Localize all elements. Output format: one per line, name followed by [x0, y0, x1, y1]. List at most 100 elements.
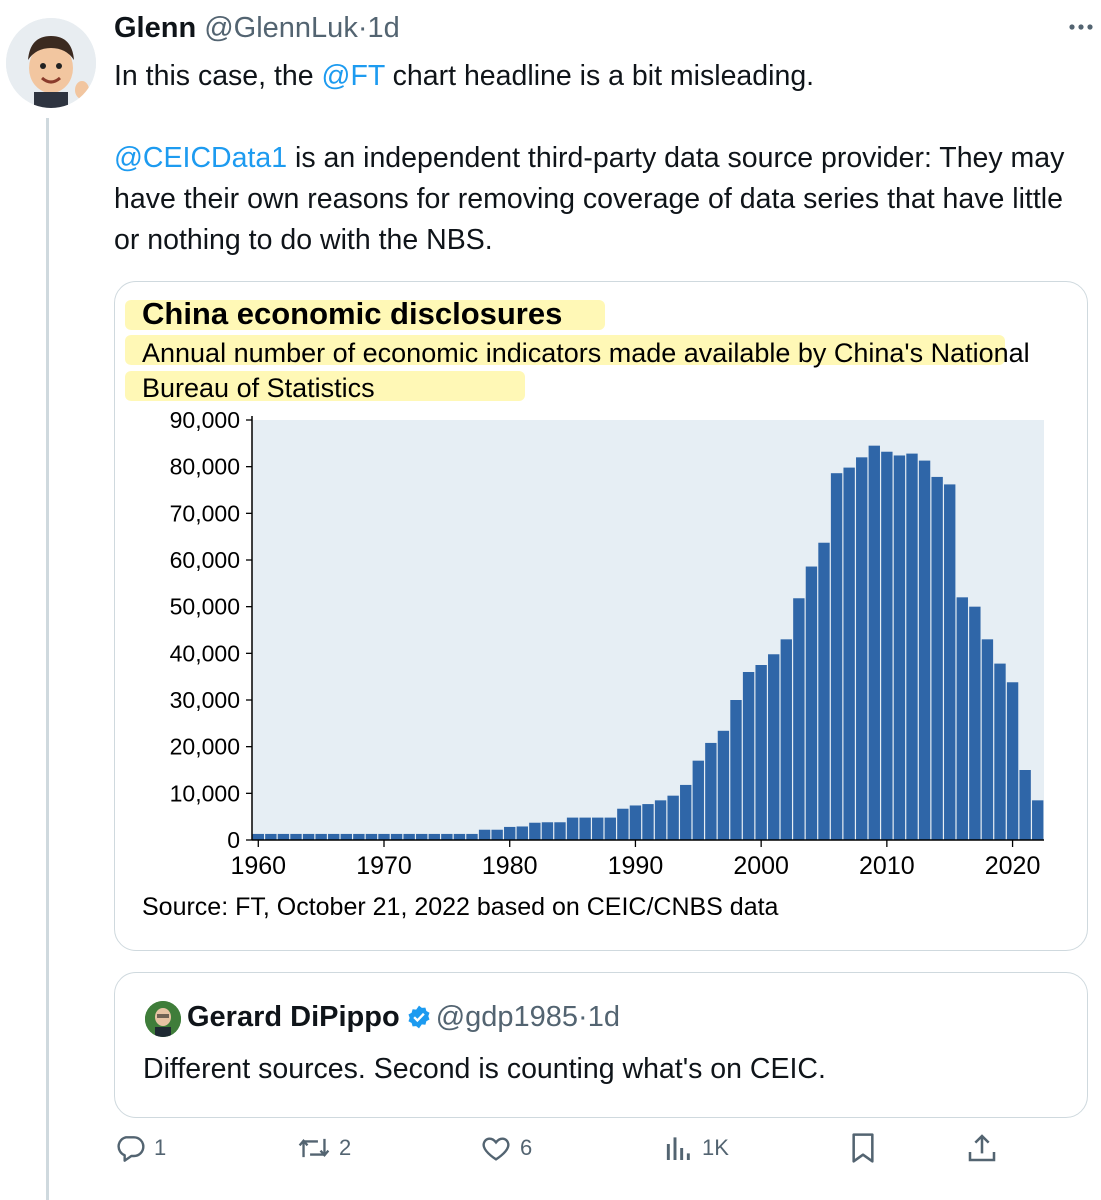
bar-1978 [478, 829, 491, 840]
bar-2019 [994, 663, 1006, 840]
thread-line [46, 118, 49, 1200]
bar-2006 [830, 473, 843, 840]
bar-2016 [956, 597, 968, 840]
highlight-mark [125, 371, 525, 401]
quoted-tweet[interactable]: Gerard DiPippo @gdp1985·1d Different sour… [114, 972, 1088, 1118]
y-tick-label: 50,000 [170, 594, 240, 620]
bar-1993 [667, 795, 679, 840]
bar-1973 [416, 833, 428, 840]
mention-ft[interactable]: @FT [321, 60, 385, 92]
chart-title: China economic disclosures [142, 296, 563, 331]
bar-1983 [541, 822, 554, 840]
bar-2018 [981, 639, 994, 840]
bar-2015 [944, 484, 956, 840]
bar-2003 [793, 598, 805, 840]
author-name[interactable]: Glenn [114, 12, 197, 44]
bar-1962 [277, 833, 290, 840]
bar-1969 [365, 833, 378, 840]
tweet-header: Glenn @GlennLuk·1d [114, 12, 400, 45]
bar-2000 [755, 665, 767, 840]
chart-subtitle: Annual number of economic indicators mad… [142, 338, 1030, 403]
bar-2020 [1006, 682, 1019, 840]
bar-1970 [378, 833, 390, 840]
bookmark-button[interactable] [848, 1132, 878, 1164]
bar-2008 [856, 457, 868, 840]
bar-1987 [592, 817, 604, 840]
y-tick-label: 70,000 [170, 500, 240, 526]
author-handle[interactable]: @GlennLuk [204, 12, 358, 44]
y-tick-label: 40,000 [170, 640, 240, 666]
bar-2010 [881, 451, 893, 840]
y-tick-label: 30,000 [170, 687, 240, 713]
quoted-author-avatar [145, 1001, 181, 1037]
reply-button[interactable]: 1 [114, 1132, 166, 1164]
bar-1968 [353, 833, 365, 840]
bar-1960 [252, 833, 264, 840]
bar-2013 [918, 460, 931, 840]
bar-1986 [579, 817, 591, 840]
y-tick-label: 90,000 [170, 407, 240, 433]
x-tick-label: 2010 [859, 852, 915, 880]
chart-image-card[interactable]: China economic disclosures Annual number… [114, 281, 1088, 951]
chart-source: Source: FT, October 21, 2022 based on CE… [142, 893, 779, 921]
bar-1981 [516, 826, 528, 840]
y-tick-label: 10,000 [170, 780, 240, 806]
author-avatar[interactable] [6, 18, 96, 108]
bar-2017 [969, 606, 981, 840]
bar-1971 [390, 833, 403, 840]
x-tick-label: 2020 [985, 852, 1041, 880]
bar-1965 [315, 833, 327, 840]
bar-2009 [868, 445, 880, 840]
views-button[interactable]: 1K [664, 1132, 729, 1164]
bar-1964 [302, 833, 315, 840]
bar-1996 [705, 742, 717, 840]
tweet-paragraph-1: In this case, the @FT chart headline is … [114, 60, 815, 92]
bar-2021 [1019, 770, 1031, 840]
repost-button[interactable]: 2 [297, 1132, 351, 1164]
dot-separator: · [578, 1001, 588, 1033]
bar-1972 [403, 833, 415, 840]
bar-1980 [504, 826, 516, 840]
bar-1974 [428, 833, 440, 840]
bar-1994 [680, 784, 692, 840]
share-icon [966, 1132, 998, 1164]
x-tick-label: 2000 [733, 852, 789, 880]
x-tick-label: 1990 [608, 852, 664, 880]
quoted-author-handle[interactable]: @gdp1985 [435, 1001, 579, 1033]
quoted-time[interactable]: 1d [587, 1001, 620, 1033]
x-tick-label: 1960 [230, 852, 286, 880]
bar-1988 [604, 817, 616, 840]
bar-1984 [554, 822, 566, 840]
bar-1976 [453, 833, 466, 840]
bar-chart: 0 10,000 20,000 30,000 40,000 50,000 60,000 70,… [170, 407, 1044, 880]
dot-separator: · [357, 12, 368, 44]
tweet-paragraph-2: @CEICData1 is an independent third-party… [114, 142, 1065, 256]
highlight-mark [125, 300, 605, 330]
bar-1991 [642, 804, 654, 840]
bar-1966 [328, 833, 340, 840]
bar-1979 [491, 829, 503, 840]
quoted-author-name[interactable]: Gerard DiPippo [187, 1001, 400, 1033]
more-icon[interactable] [1068, 14, 1094, 47]
mention-ceicdata1[interactable]: @CEICData1 [114, 142, 288, 174]
reply-count: 1 [154, 1135, 167, 1160]
views-icon [664, 1132, 694, 1164]
bar-1997 [717, 730, 730, 840]
bar-1998 [730, 700, 742, 840]
bar-1982 [529, 822, 541, 840]
bar-2012 [906, 453, 918, 840]
bar-2014 [931, 476, 943, 840]
share-button[interactable] [966, 1132, 998, 1164]
y-tick-label: 80,000 [170, 454, 240, 480]
tweet-time[interactable]: 1d [367, 12, 400, 44]
bar-1995 [692, 760, 704, 840]
like-count: 6 [520, 1135, 533, 1160]
like-icon [480, 1132, 512, 1164]
bar-2001 [768, 654, 780, 840]
bar-1999 [742, 672, 755, 840]
reply-icon [114, 1132, 146, 1164]
like-button[interactable]: 6 [480, 1132, 532, 1164]
bar-1961 [265, 833, 277, 840]
bar-2011 [893, 455, 906, 840]
bar-2004 [805, 566, 818, 840]
